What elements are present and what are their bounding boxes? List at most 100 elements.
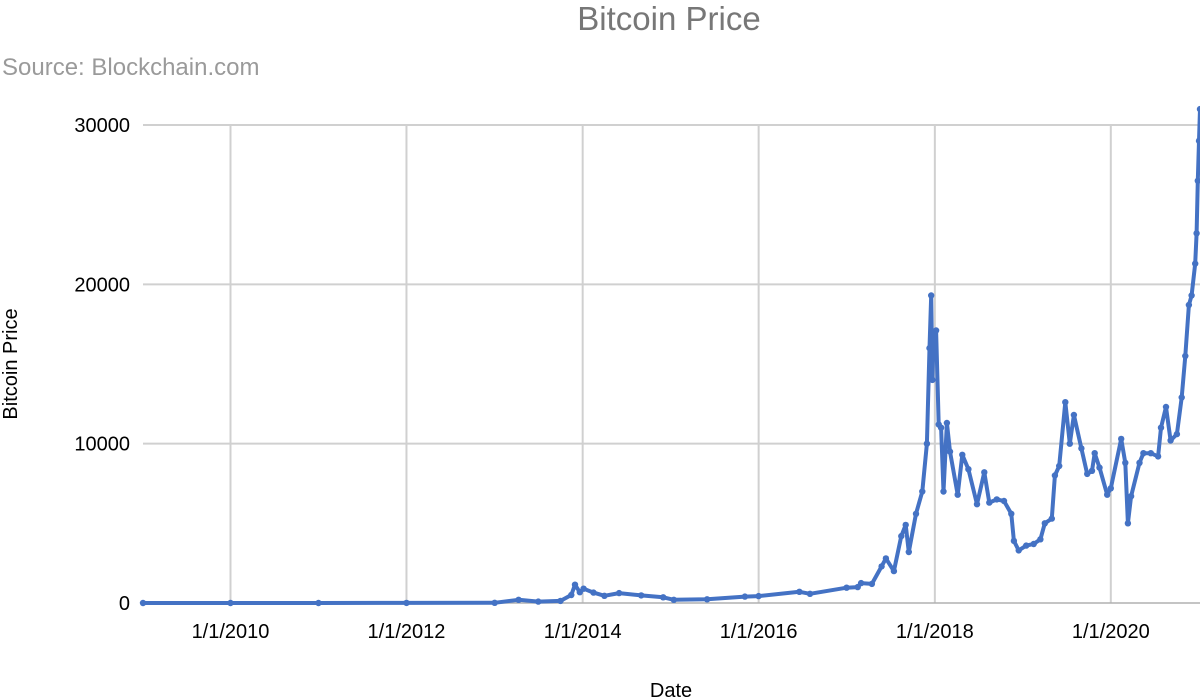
data-point xyxy=(1195,137,1200,145)
data-point xyxy=(973,501,981,508)
data-point xyxy=(741,593,749,600)
data-point xyxy=(590,589,597,596)
y-tick-label: 10000 xyxy=(74,434,130,456)
data-point xyxy=(932,327,940,334)
data-point xyxy=(1010,537,1018,545)
data-point xyxy=(535,598,542,605)
data-point xyxy=(1118,435,1125,443)
data-point xyxy=(1056,462,1063,470)
data-point xyxy=(557,597,564,605)
x-tick-label: 1/1/2012 xyxy=(368,621,446,643)
data-point xyxy=(1173,430,1181,438)
data-point xyxy=(660,594,667,601)
data-point xyxy=(1157,424,1165,431)
data-point xyxy=(1127,493,1135,500)
data-point xyxy=(1041,520,1049,527)
data-point xyxy=(843,584,850,591)
data-point xyxy=(580,585,587,592)
data-point xyxy=(857,579,865,587)
data-point xyxy=(139,599,147,607)
chart-subtitle: Source: Blockchain.com xyxy=(2,54,260,81)
data-point xyxy=(615,589,623,597)
data-point xyxy=(943,419,951,427)
data-point xyxy=(1084,470,1091,478)
data-point xyxy=(878,563,885,570)
data-point xyxy=(928,292,935,299)
data-point xyxy=(1022,542,1030,549)
data-point xyxy=(1122,459,1129,466)
x-tick-label: 1/1/2014 xyxy=(544,621,622,643)
data-point xyxy=(571,581,579,588)
data-point xyxy=(1154,453,1162,460)
data-point xyxy=(1147,450,1155,457)
y-tick-label: 30000 xyxy=(74,115,130,137)
vertical-gridlines xyxy=(229,125,1112,603)
data-point xyxy=(1078,445,1085,452)
data-point xyxy=(954,491,961,498)
data-point xyxy=(1193,230,1200,237)
data-point xyxy=(638,592,645,599)
data-point xyxy=(1051,472,1059,479)
horizontal-gridlines xyxy=(143,124,1200,445)
data-point xyxy=(703,596,711,603)
x-tick-label: 1/1/2016 xyxy=(720,621,798,643)
data-point xyxy=(1000,497,1008,505)
data-point xyxy=(670,596,677,603)
data-point xyxy=(403,599,410,607)
data-point xyxy=(601,592,608,599)
x-axis-title: Date xyxy=(650,680,692,700)
data-point xyxy=(315,599,322,607)
data-point xyxy=(1008,510,1015,517)
data-point xyxy=(568,591,575,599)
data-point xyxy=(959,451,966,458)
data-point xyxy=(930,341,937,349)
data-point xyxy=(1136,459,1143,466)
data-point xyxy=(1066,440,1074,447)
data-point xyxy=(515,596,522,603)
data-point xyxy=(981,469,988,476)
data-point xyxy=(1096,464,1103,471)
data-point xyxy=(1167,437,1174,444)
data-point xyxy=(912,510,920,517)
x-tick-label: 1/1/2010 xyxy=(192,621,270,643)
data-point xyxy=(902,521,909,529)
data-point xyxy=(1104,491,1111,498)
data-point xyxy=(905,548,912,556)
data-point xyxy=(1192,260,1199,267)
x-tick-labels: 1/1/2010 1/1/2012 1/1/2014 1/1/2016 1/1/2018… xyxy=(192,621,1150,643)
data-point xyxy=(1107,485,1115,492)
data-point xyxy=(755,592,762,600)
data-point xyxy=(1124,520,1132,527)
data-point xyxy=(919,488,926,495)
data-point xyxy=(965,466,972,473)
data-point xyxy=(1062,399,1069,406)
data-point xyxy=(1185,301,1193,309)
x-tick-label: 1/1/2018 xyxy=(896,621,974,643)
data-point xyxy=(491,599,498,606)
data-point xyxy=(1091,450,1098,457)
data-point xyxy=(1196,105,1200,113)
data-point xyxy=(946,448,954,455)
y-tick-label: 0 xyxy=(119,593,130,615)
data-point xyxy=(890,567,898,575)
data-point xyxy=(993,496,1000,503)
y-axis-title: Bitcoin Price xyxy=(0,308,22,419)
data-point xyxy=(937,424,945,431)
data-point xyxy=(882,555,890,562)
data-point xyxy=(898,532,905,540)
data-point xyxy=(1070,411,1078,419)
data-point xyxy=(940,488,947,495)
data-point xyxy=(1182,352,1189,360)
data-point xyxy=(1188,292,1195,299)
data-point xyxy=(1088,467,1096,474)
chart-title: Bitcoin Price xyxy=(577,0,761,37)
series-line-0 xyxy=(141,107,1200,605)
data-point xyxy=(1162,403,1170,411)
data-point xyxy=(1140,450,1147,457)
price-series xyxy=(139,105,1200,607)
data-point xyxy=(868,580,876,588)
data-point xyxy=(929,376,936,384)
data-point xyxy=(1015,547,1022,554)
x-tick-label: 1/1/2020 xyxy=(1072,621,1150,643)
